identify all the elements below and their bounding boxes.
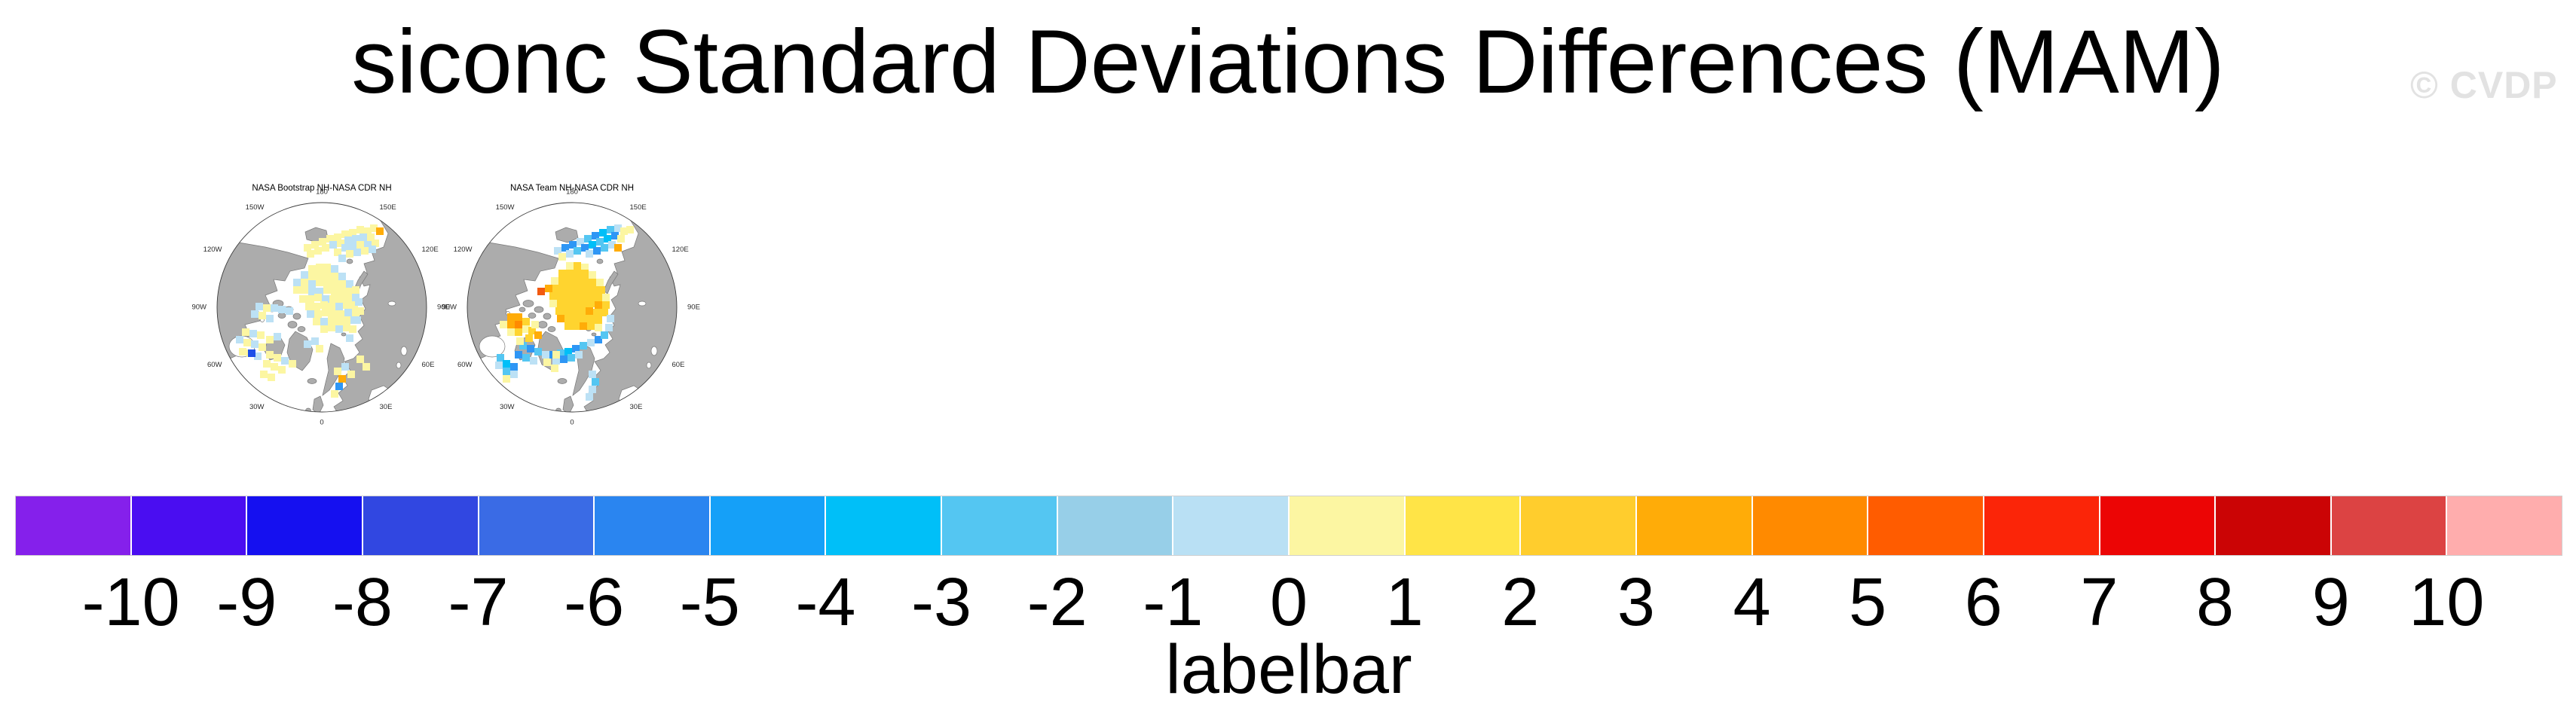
lon-label: 120E: [672, 246, 689, 254]
lon-label: 60W: [457, 361, 473, 369]
map-panel-title: NASA Bootstrap NH-NASA CDR NH: [252, 184, 391, 193]
colorbar-tick: 0: [1269, 565, 1308, 640]
map-panel-bootstrap: NASA Bootstrap NH-NASA CDR NH 180 150E 120…: [191, 184, 449, 427]
lon-label: 30W: [249, 403, 265, 411]
colorbar-segment: [595, 496, 709, 555]
lon-label: 60E: [672, 361, 685, 369]
colorbar: [15, 496, 2562, 556]
colorbar-segment: [942, 496, 1057, 555]
map-boundary-circle: [467, 202, 678, 413]
colorbar-tick: -2: [1026, 565, 1088, 640]
colorbar-segment: [16, 496, 130, 555]
lon-label: 0: [320, 419, 323, 427]
colorbar-tick: -4: [795, 565, 856, 640]
colorbar-tick: -8: [332, 565, 393, 640]
colorbar-segment: [1173, 496, 1289, 555]
colorbar-segment: [1752, 496, 1868, 555]
map-data-cells: [236, 224, 384, 398]
lon-label: 150W: [496, 203, 515, 212]
figure-title: siconc Standard Deviations Differences (…: [351, 11, 2225, 112]
colorbar-segment: [1521, 496, 1635, 555]
colorbar-tick: 4: [1733, 565, 1771, 640]
colorbar-segment: [1290, 496, 1404, 555]
colorbar-segment: [131, 496, 246, 555]
colorbar-segment: [1636, 496, 1751, 555]
colorbar-tick: -1: [1143, 565, 1204, 640]
lon-label: 60E: [422, 361, 435, 369]
colorbar-label: labelbar: [1165, 631, 1412, 708]
lon-label: 60W: [207, 361, 222, 369]
colorbar-tick: 7: [2080, 565, 2119, 640]
lon-label: 120E: [422, 246, 439, 254]
colorbar-tick: -7: [448, 565, 509, 640]
lon-label: 90W: [191, 304, 207, 312]
colorbar-tick: -6: [564, 565, 625, 640]
colorbar-segment: [2216, 496, 2330, 555]
colorbar-tick: 1: [1385, 565, 1424, 640]
colorbar-segment: [363, 496, 478, 555]
lon-label: 90W: [442, 304, 457, 312]
colorbar-segment: [479, 496, 594, 555]
colorbar-segment: [1405, 496, 1520, 555]
map-data-cells: [495, 224, 634, 401]
colorbar-segment: [1868, 496, 1983, 555]
lon-label: 120W: [454, 246, 473, 254]
colorbar-tick: 8: [2196, 565, 2235, 640]
map-panel-team: NASA Team NH-NASA CDR NH 180 150E 120E 90E 6…: [442, 184, 699, 427]
colorbar-segment: [1984, 496, 2099, 555]
map-lon-labels: 180 150E 120E 90E 60E 30E 0 30W 60W 90W 120W 150W: [442, 188, 699, 427]
colorbar-tick: -3: [911, 565, 972, 640]
map-boundary-circle: [216, 202, 427, 413]
colorbar-segment: [2100, 496, 2215, 555]
colorbar-segment: [2331, 496, 2446, 555]
map-panel-title: NASA Team NH-NASA CDR NH: [510, 184, 634, 193]
colorbar-segment: [710, 496, 825, 555]
colorbar-tick: -9: [216, 565, 277, 640]
colorbar-segment: [826, 496, 941, 555]
lon-label: 150E: [380, 203, 396, 212]
lon-label: 30W: [500, 403, 515, 411]
lon-label: 180: [566, 188, 578, 197]
colorbar-tick: 9: [2311, 565, 2350, 640]
colorbar-tick: -10: [81, 565, 180, 640]
lon-label: 180: [316, 188, 328, 197]
lon-label: 150W: [246, 203, 265, 212]
colorbar-segment: [1057, 496, 1173, 555]
lon-label: 120W: [203, 246, 222, 254]
colorbar-tick: -5: [679, 565, 740, 640]
colorbar-tick: 6: [1964, 565, 2002, 640]
lon-label: 0: [570, 419, 574, 427]
colorbar-segment: [2447, 496, 2562, 555]
colorbar-tick: 2: [1501, 565, 1540, 640]
colorbar-tick: 10: [2409, 565, 2485, 640]
lon-label: 90E: [437, 304, 450, 312]
colorbar-tick: 3: [1617, 565, 1655, 640]
map-lon-labels: 180 150E 120E 90E 60E 30E 0 30W 60W 90W 120W 150W: [191, 188, 449, 427]
colorbar-tick: 5: [1849, 565, 1887, 640]
colorbar-segment: [247, 496, 362, 555]
lon-label: 90E: [687, 304, 700, 312]
lon-label: 30E: [380, 403, 393, 411]
lon-label: 30E: [630, 403, 643, 411]
lon-label: 150E: [630, 203, 647, 212]
cvdp-watermark: © CVDP: [2410, 64, 2558, 106]
